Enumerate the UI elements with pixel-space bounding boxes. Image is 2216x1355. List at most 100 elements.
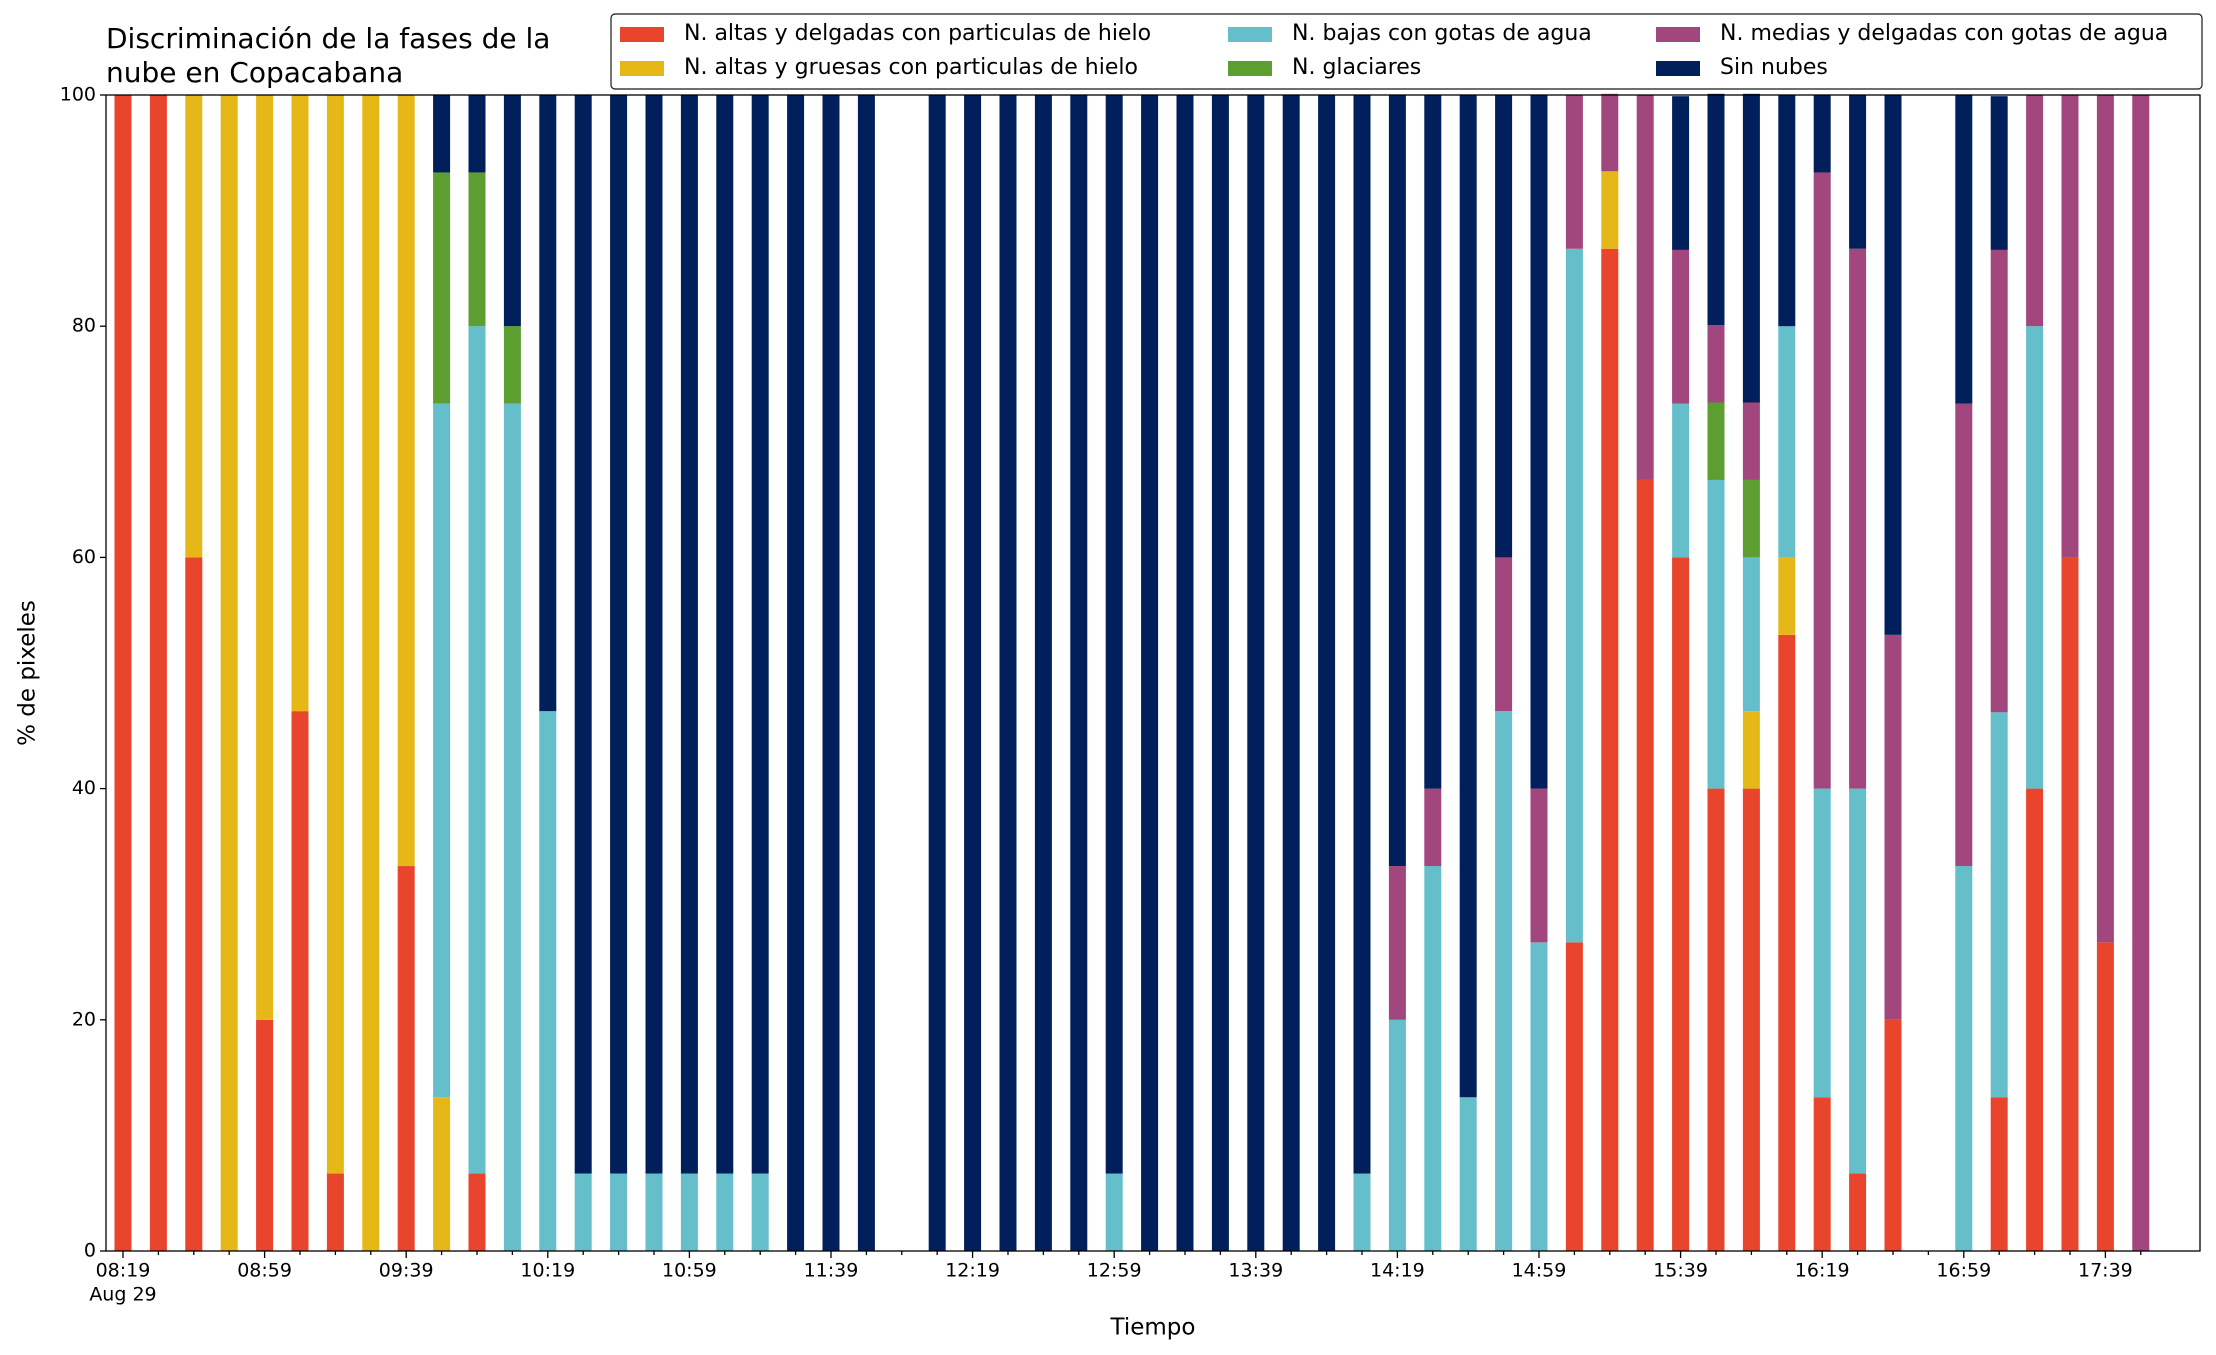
bar-segment bbox=[928, 95, 946, 1251]
bar-segment bbox=[1565, 248, 1583, 943]
bar-segment bbox=[539, 711, 557, 1251]
legend-swatch bbox=[1656, 61, 1700, 76]
bar-segment bbox=[1495, 557, 1513, 712]
bar-segment bbox=[397, 866, 415, 1251]
bar-segment bbox=[1495, 711, 1513, 1251]
bar-segment bbox=[1955, 403, 1973, 867]
bar-segment bbox=[1778, 326, 1796, 558]
bar-segment bbox=[1176, 95, 1194, 1251]
bar-segment bbox=[787, 95, 805, 1251]
bar-segment bbox=[716, 1173, 734, 1251]
bar-segment bbox=[1778, 634, 1796, 1251]
legend-label: N. altas y gruesas con particulas de hie… bbox=[684, 55, 1138, 80]
x-tick-label: 09:39 bbox=[379, 1260, 434, 1282]
bar-segment bbox=[1459, 95, 1477, 1098]
bar-segment bbox=[1849, 788, 1867, 1174]
legend-swatch bbox=[1656, 27, 1700, 42]
bar-segment bbox=[1672, 249, 1690, 404]
legend-swatch bbox=[1228, 61, 1272, 76]
bar-segment bbox=[2026, 788, 2044, 1251]
x-tick-label: 08:59 bbox=[237, 1260, 292, 1282]
bar-segment bbox=[149, 95, 167, 1251]
bar-segment bbox=[326, 1173, 344, 1251]
bar-segment bbox=[1813, 95, 1831, 173]
bar-segment bbox=[256, 95, 274, 1020]
bar-segment bbox=[1530, 942, 1548, 1251]
bar-segment bbox=[1849, 1173, 1867, 1251]
x-tick-label: 08:19 bbox=[96, 1260, 151, 1282]
bar-segment bbox=[1884, 634, 1902, 1020]
bar-segment bbox=[291, 95, 309, 712]
x-tick-label: 13:39 bbox=[1228, 1260, 1283, 1282]
x-tick-label: 14:59 bbox=[1512, 1260, 1567, 1282]
bar-segment bbox=[1707, 325, 1725, 403]
x-axis-label: Tiempo bbox=[1110, 1315, 1196, 1341]
legend-label: N. glaciares bbox=[1292, 55, 1421, 80]
bar-segment bbox=[433, 403, 451, 1098]
bar-segment bbox=[1813, 1097, 1831, 1251]
bar-segment bbox=[468, 95, 486, 173]
bar-segment bbox=[2061, 95, 2079, 558]
bar-segment bbox=[1990, 249, 2008, 713]
x-tick-label: 10:19 bbox=[520, 1260, 575, 1282]
bar-segment bbox=[291, 711, 309, 1251]
chart-title: nube en Copacabana bbox=[106, 56, 403, 89]
bar-segment bbox=[1388, 95, 1406, 867]
bar-segment bbox=[539, 95, 557, 712]
bar-segment bbox=[220, 95, 238, 1251]
bar-segment bbox=[751, 1173, 769, 1251]
bar-segment bbox=[1707, 788, 1725, 1251]
bar-segment bbox=[433, 172, 451, 404]
bar-segment bbox=[1849, 248, 1867, 789]
bar-segment bbox=[1884, 1019, 1902, 1251]
legend-swatch bbox=[620, 61, 664, 76]
bar-segment bbox=[1495, 95, 1513, 558]
bar-segment bbox=[1105, 1173, 1123, 1251]
x-tick-label: 10:59 bbox=[662, 1260, 717, 1282]
bar-segment bbox=[1778, 557, 1796, 635]
y-tick-label: 20 bbox=[72, 1008, 96, 1030]
bar-segment bbox=[114, 95, 132, 1251]
bar-segment bbox=[1742, 93, 1760, 403]
bar-segment bbox=[1318, 95, 1336, 1251]
y-tick-label: 60 bbox=[72, 546, 96, 568]
bar-segment bbox=[503, 326, 521, 404]
bar-segment bbox=[1070, 95, 1088, 1251]
bar-segment bbox=[1353, 95, 1371, 1174]
x-tick-label: 11:39 bbox=[804, 1260, 859, 1282]
legend-label: N. bajas con gotas de agua bbox=[1292, 21, 1592, 46]
x-tick-label: 14:19 bbox=[1370, 1260, 1425, 1282]
bar-segment bbox=[822, 95, 840, 1251]
legend-label: Sin nubes bbox=[1720, 55, 1828, 80]
bar-segment bbox=[999, 95, 1017, 1251]
y-tick-label: 0 bbox=[84, 1240, 96, 1262]
x-tick-label: 17:39 bbox=[2078, 1260, 2133, 1282]
bar-segment bbox=[1601, 93, 1619, 172]
bar-segment bbox=[1990, 96, 2008, 250]
bar-segment bbox=[468, 326, 486, 1174]
bar-segment bbox=[1813, 172, 1831, 789]
bar-segment bbox=[468, 172, 486, 327]
bar-segment bbox=[503, 403, 521, 1252]
x-tick-label: 16:19 bbox=[1795, 1260, 1850, 1282]
bar-segment bbox=[2061, 557, 2079, 1251]
x-tick-label: 15:39 bbox=[1653, 1260, 1708, 1282]
bar-segment bbox=[2132, 95, 2150, 1251]
bar-segment bbox=[1247, 95, 1265, 1251]
bar-segment bbox=[1211, 95, 1229, 1251]
bar-segment bbox=[1672, 403, 1690, 558]
bar-segment bbox=[1813, 788, 1831, 1098]
bar-segment bbox=[185, 95, 203, 558]
chart-title: Discriminación de la fases de la bbox=[106, 22, 550, 55]
bar-segment bbox=[1707, 402, 1725, 480]
bar-segment bbox=[645, 1173, 663, 1251]
y-tick-label: 100 bbox=[60, 84, 96, 106]
bar-segment bbox=[1672, 557, 1690, 1251]
bar-segment bbox=[503, 95, 521, 327]
bar-segment bbox=[2096, 95, 2114, 943]
legend-swatch bbox=[620, 27, 664, 42]
x-date-label: Aug 29 bbox=[89, 1284, 156, 1306]
bar-segment bbox=[1742, 788, 1760, 1251]
bar-segment bbox=[610, 95, 628, 1174]
